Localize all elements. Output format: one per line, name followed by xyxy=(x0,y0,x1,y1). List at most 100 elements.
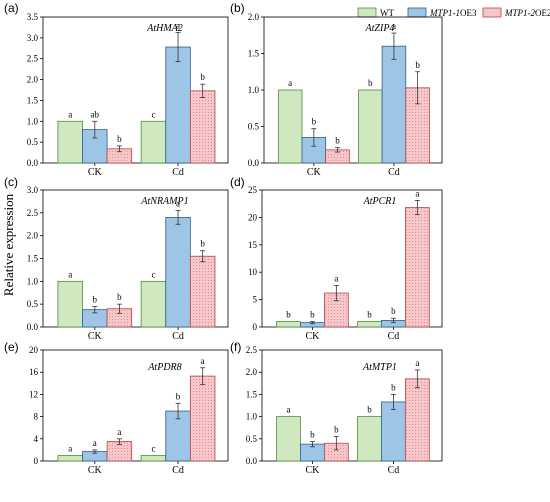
significance-letter: c xyxy=(151,109,155,119)
chart-title: AtHMA2 xyxy=(146,23,183,34)
x-category-label: Cd xyxy=(388,167,400,178)
x-category-label: CK xyxy=(305,331,320,342)
x-category-label: Cd xyxy=(388,331,400,342)
y-tick-label: 0.0 xyxy=(248,158,260,168)
significance-letter: b xyxy=(200,72,205,82)
y-tick-label: 0 xyxy=(34,456,39,466)
panel-label: (b) xyxy=(230,1,245,15)
y-tick-label: 0.5 xyxy=(27,137,39,147)
significance-letter: c xyxy=(151,269,155,279)
y-tick-label: 3.5 xyxy=(27,12,39,22)
significance-letter: a xyxy=(392,21,396,31)
legend-label-wt: WT xyxy=(380,8,394,18)
significance-letter: b xyxy=(312,117,317,127)
panel-label: (d) xyxy=(230,175,245,189)
y-tick-label: 2.5 xyxy=(246,345,258,355)
panel-label: (e) xyxy=(4,340,19,354)
bar-oe2-cd xyxy=(189,255,216,328)
plot-frame xyxy=(261,189,443,328)
legend: WT MTP1-1OE3 MTP1-2OE2 xyxy=(357,7,550,18)
plot-frame xyxy=(42,16,229,164)
significance-letter: a xyxy=(201,356,205,366)
bar-wt-cd xyxy=(357,321,382,328)
x-category-label: CK xyxy=(88,331,103,342)
significance-letter: b xyxy=(415,60,420,70)
x-category-label: Cd xyxy=(172,167,184,178)
bar-wt-cd xyxy=(140,455,167,462)
y-tick-label: 1.5 xyxy=(27,95,39,105)
significance-letter: a xyxy=(176,199,180,209)
bar-oe3-cd xyxy=(381,45,407,164)
x-category-label: CK xyxy=(305,465,320,476)
bar-wt-ck xyxy=(57,455,83,462)
bar-oe3-cd xyxy=(381,401,406,462)
significance-letter: b xyxy=(334,425,339,435)
y-tick-label: 2.0 xyxy=(27,231,39,241)
chart-title: AtPDR8 xyxy=(147,362,181,373)
chart-title: AtPCR1 xyxy=(363,196,397,207)
chart-title: AtZIP4 xyxy=(365,23,395,34)
y-tick-label: 0.5 xyxy=(248,122,260,132)
y-tick-label: 1.5 xyxy=(248,49,260,59)
y-tick-label: 1.0 xyxy=(246,412,258,422)
y-tick-label: 2.5 xyxy=(27,208,39,218)
x-category-label: Cd xyxy=(388,465,400,476)
y-tick-label: 2.0 xyxy=(246,367,258,377)
chart-panel-6: 0.0 0.5 1.0 1.5 2.0 2.5 CK a b b Cd b b a (f) AtMTP1 xyxy=(230,340,443,476)
y-tick-label: 8 xyxy=(34,412,39,422)
significance-letter: a xyxy=(415,188,419,198)
legend-label-oe3: MTP1-1OE3 xyxy=(429,8,477,18)
significance-letter: b xyxy=(176,391,181,401)
y-tick-label: 1.5 xyxy=(246,389,258,399)
significance-letter: b xyxy=(367,405,372,415)
y-tick-label: 2.0 xyxy=(248,12,260,22)
bar-wt-ck xyxy=(57,120,83,164)
y-tick-label: 12 xyxy=(29,389,38,399)
bar-wt-ck xyxy=(276,321,301,328)
significance-letter: b xyxy=(93,294,98,304)
x-category-label: Cd xyxy=(172,465,184,476)
y-tick-label: 0.0 xyxy=(246,456,258,466)
significance-letter: b xyxy=(368,78,373,88)
significance-letter: a xyxy=(334,273,338,283)
y-tick-label: 2.0 xyxy=(27,75,39,85)
chart-title: AtMTP1 xyxy=(362,362,397,373)
significance-letter: b xyxy=(367,310,372,320)
significance-letter: ab xyxy=(91,109,100,119)
y-tick-label: 0.0 xyxy=(27,158,39,168)
y-tick-label: 2.5 xyxy=(27,54,39,64)
bar-oe2-cd xyxy=(404,207,430,328)
legend-swatch-oe2 xyxy=(482,7,502,18)
legend-label-oe2: MTP1-2OE2 xyxy=(504,8,550,18)
bar-oe3-cd xyxy=(165,46,191,164)
significance-letter: b xyxy=(117,292,122,302)
bar-wt-cd xyxy=(140,280,167,328)
bar-wt-cd xyxy=(357,416,382,462)
significance-letter: a xyxy=(117,427,121,437)
y-tick-label: 3.0 xyxy=(27,33,39,43)
x-category-label: Cd xyxy=(172,331,184,342)
bar-oe2-cd xyxy=(189,375,216,462)
bar-oe2-cd xyxy=(189,90,216,164)
significance-letter: b xyxy=(200,239,205,249)
x-category-label: CK xyxy=(307,167,322,178)
y-tick-label: 0.5 xyxy=(246,434,258,444)
plot-frame xyxy=(42,349,229,462)
y-tick-label: 20 xyxy=(29,345,39,355)
significance-letter: a xyxy=(286,405,290,415)
legend-swatch-oe3 xyxy=(407,7,427,18)
y-tick-label: 1.0 xyxy=(27,116,39,126)
y-tick-label: 10 xyxy=(248,267,258,277)
y-tick-label: 1.5 xyxy=(27,254,39,264)
y-tick-label: 5 xyxy=(253,295,258,305)
significance-letter: b xyxy=(391,382,396,392)
significance-letter: a xyxy=(93,438,97,448)
significance-letter: a xyxy=(68,109,72,119)
significance-letter: b xyxy=(391,306,396,316)
y-tick-label: 15 xyxy=(248,240,258,250)
significance-letter: b xyxy=(310,310,315,320)
significance-letter: b xyxy=(117,134,122,144)
y-tick-label: 3.0 xyxy=(27,185,39,195)
y-tick-label: 1.0 xyxy=(248,85,260,95)
panel-label: (c) xyxy=(4,175,18,189)
